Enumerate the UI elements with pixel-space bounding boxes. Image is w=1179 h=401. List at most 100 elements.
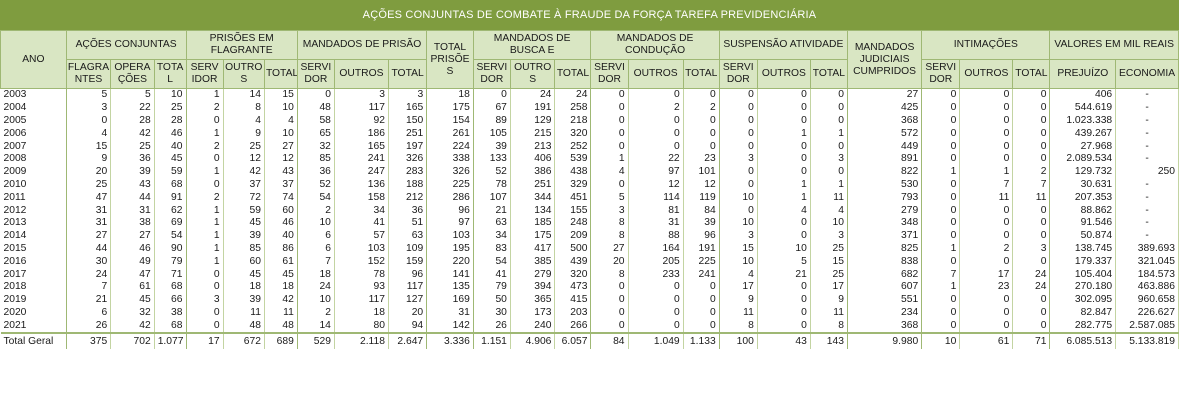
- value-cell: 46: [110, 242, 155, 256]
- value-cell: 24: [554, 88, 592, 102]
- value-cell: 31: [628, 216, 684, 230]
- header-acoes-flagrantes: FLAGRA NTES: [65, 59, 112, 89]
- value-cell: 4: [719, 268, 758, 281]
- value-cell: 119: [683, 191, 720, 205]
- total-row: Total Geral 375 702 1.077 17 672 689 529 2.118 2.…: [0, 332, 1179, 350]
- value-cell: 0: [757, 101, 811, 115]
- value-cell: 0: [959, 255, 1014, 269]
- value-cell: 0: [719, 114, 758, 128]
- value-cell: 415: [554, 293, 592, 307]
- value-cell: 48: [264, 319, 298, 334]
- value-cell: 20: [388, 306, 428, 320]
- value-cell: 539: [554, 152, 592, 166]
- value-cell: 326: [426, 165, 474, 179]
- value-cell: 52: [297, 178, 335, 192]
- value-cell: 1: [757, 127, 811, 141]
- value-cell: 0: [959, 229, 1014, 243]
- value-cell: 241: [683, 268, 720, 281]
- header-mandados-busca: MANDADOS DE BUSCA E: [472, 30, 592, 60]
- year-cell: 2016: [0, 255, 67, 269]
- value-cell: 38: [154, 306, 187, 320]
- value-cell: 25: [810, 268, 848, 281]
- value-cell: 0: [1012, 255, 1051, 269]
- value-cell: 2: [628, 101, 684, 115]
- value-cell: 1.023.338: [1049, 114, 1117, 128]
- value-cell: 0: [1012, 101, 1051, 115]
- value-cell: 66: [154, 293, 187, 307]
- value-cell: 28: [154, 114, 187, 128]
- value-cell: 5: [757, 255, 811, 269]
- value-cell: 127: [388, 293, 428, 307]
- table-row: 2014 27 27 54 1 39 40 6 57 63 103 34 175 209 8 88 96 3 0 3 3…: [0, 229, 1179, 243]
- value-cell: 209: [554, 229, 592, 243]
- value-cell: 0: [590, 140, 629, 153]
- value-cell: 133: [473, 152, 511, 166]
- value-cell: 195: [426, 242, 474, 256]
- value-cell: 329: [554, 178, 592, 192]
- value-cell: 105.404: [1049, 268, 1117, 281]
- value-cell: 389.693: [1115, 242, 1179, 256]
- value-cell: 1: [757, 191, 811, 205]
- table-row: 2012 31 31 62 1 59 60 2 34 36 96 21 134 155 3 81 84 0 4 4 27…: [0, 204, 1179, 217]
- value-cell: 1: [186, 229, 224, 243]
- value-cell: 14: [223, 88, 265, 102]
- value-cell: 2.089.534: [1049, 152, 1117, 166]
- value-cell: 58: [297, 114, 335, 128]
- value-cell: 251: [510, 178, 556, 192]
- value-cell: 0: [1012, 127, 1051, 141]
- value-cell: 24: [1012, 280, 1051, 294]
- value-cell: 138.745: [1049, 242, 1117, 256]
- value-cell: 0: [683, 140, 720, 153]
- value-cell: 31: [110, 204, 155, 217]
- value-cell: 0: [959, 127, 1014, 141]
- value-cell: 20: [590, 255, 629, 269]
- value-cell: 689: [264, 332, 298, 350]
- value-cell: 0: [719, 127, 758, 141]
- value-cell: 105: [473, 127, 511, 141]
- value-cell: 0: [921, 306, 961, 320]
- value-cell: 26: [473, 319, 511, 334]
- value-cell: 129.732: [1049, 165, 1117, 179]
- year-cell: 2021: [0, 319, 67, 334]
- header-cond-servidor: SERVI DOR: [590, 59, 629, 89]
- value-cell: 439.267: [1049, 127, 1117, 141]
- value-cell: 682: [847, 268, 923, 281]
- value-cell: 207.353: [1049, 191, 1117, 205]
- value-cell: 61: [959, 332, 1014, 350]
- value-cell: 0: [1012, 204, 1051, 217]
- value-cell: 14: [297, 319, 335, 334]
- year-cell: 2003: [0, 88, 67, 102]
- header-cond-total: TOTAL: [682, 59, 720, 89]
- value-cell: 7: [1012, 178, 1051, 192]
- header-prisoes-total: TOTAL: [263, 59, 298, 89]
- year-cell: 2005: [0, 114, 67, 128]
- value-cell: 52: [473, 165, 511, 179]
- value-cell: 1: [921, 165, 961, 179]
- value-cell: 10: [264, 127, 298, 141]
- value-cell: 220: [426, 255, 474, 269]
- value-cell: 39: [473, 140, 511, 153]
- value-cell: 97: [426, 216, 474, 230]
- value-cell: 0: [959, 204, 1014, 217]
- value-cell: 0: [921, 114, 961, 128]
- value-cell: 15: [264, 88, 298, 102]
- value-cell: 48: [297, 101, 335, 115]
- value-cell: 0: [757, 165, 811, 179]
- value-cell: 10: [810, 216, 848, 230]
- header-cond-outros: OUTROS: [627, 59, 684, 89]
- value-cell: 212: [388, 191, 428, 205]
- value-cell: 24: [297, 280, 335, 294]
- year-cell: 2008: [0, 152, 67, 166]
- value-cell: 394: [510, 280, 556, 294]
- value-cell: 61: [264, 255, 298, 269]
- value-cell: 188: [388, 178, 428, 192]
- value-cell: 0: [186, 268, 224, 281]
- value-cell: -: [1115, 152, 1179, 166]
- value-cell: 8: [590, 268, 629, 281]
- value-cell: 101: [683, 165, 720, 179]
- value-cell: 224: [426, 140, 474, 153]
- value-cell: 0: [921, 204, 961, 217]
- value-cell: 439: [554, 255, 592, 269]
- year-cell: 2009: [0, 165, 67, 179]
- value-cell: 6: [66, 306, 112, 320]
